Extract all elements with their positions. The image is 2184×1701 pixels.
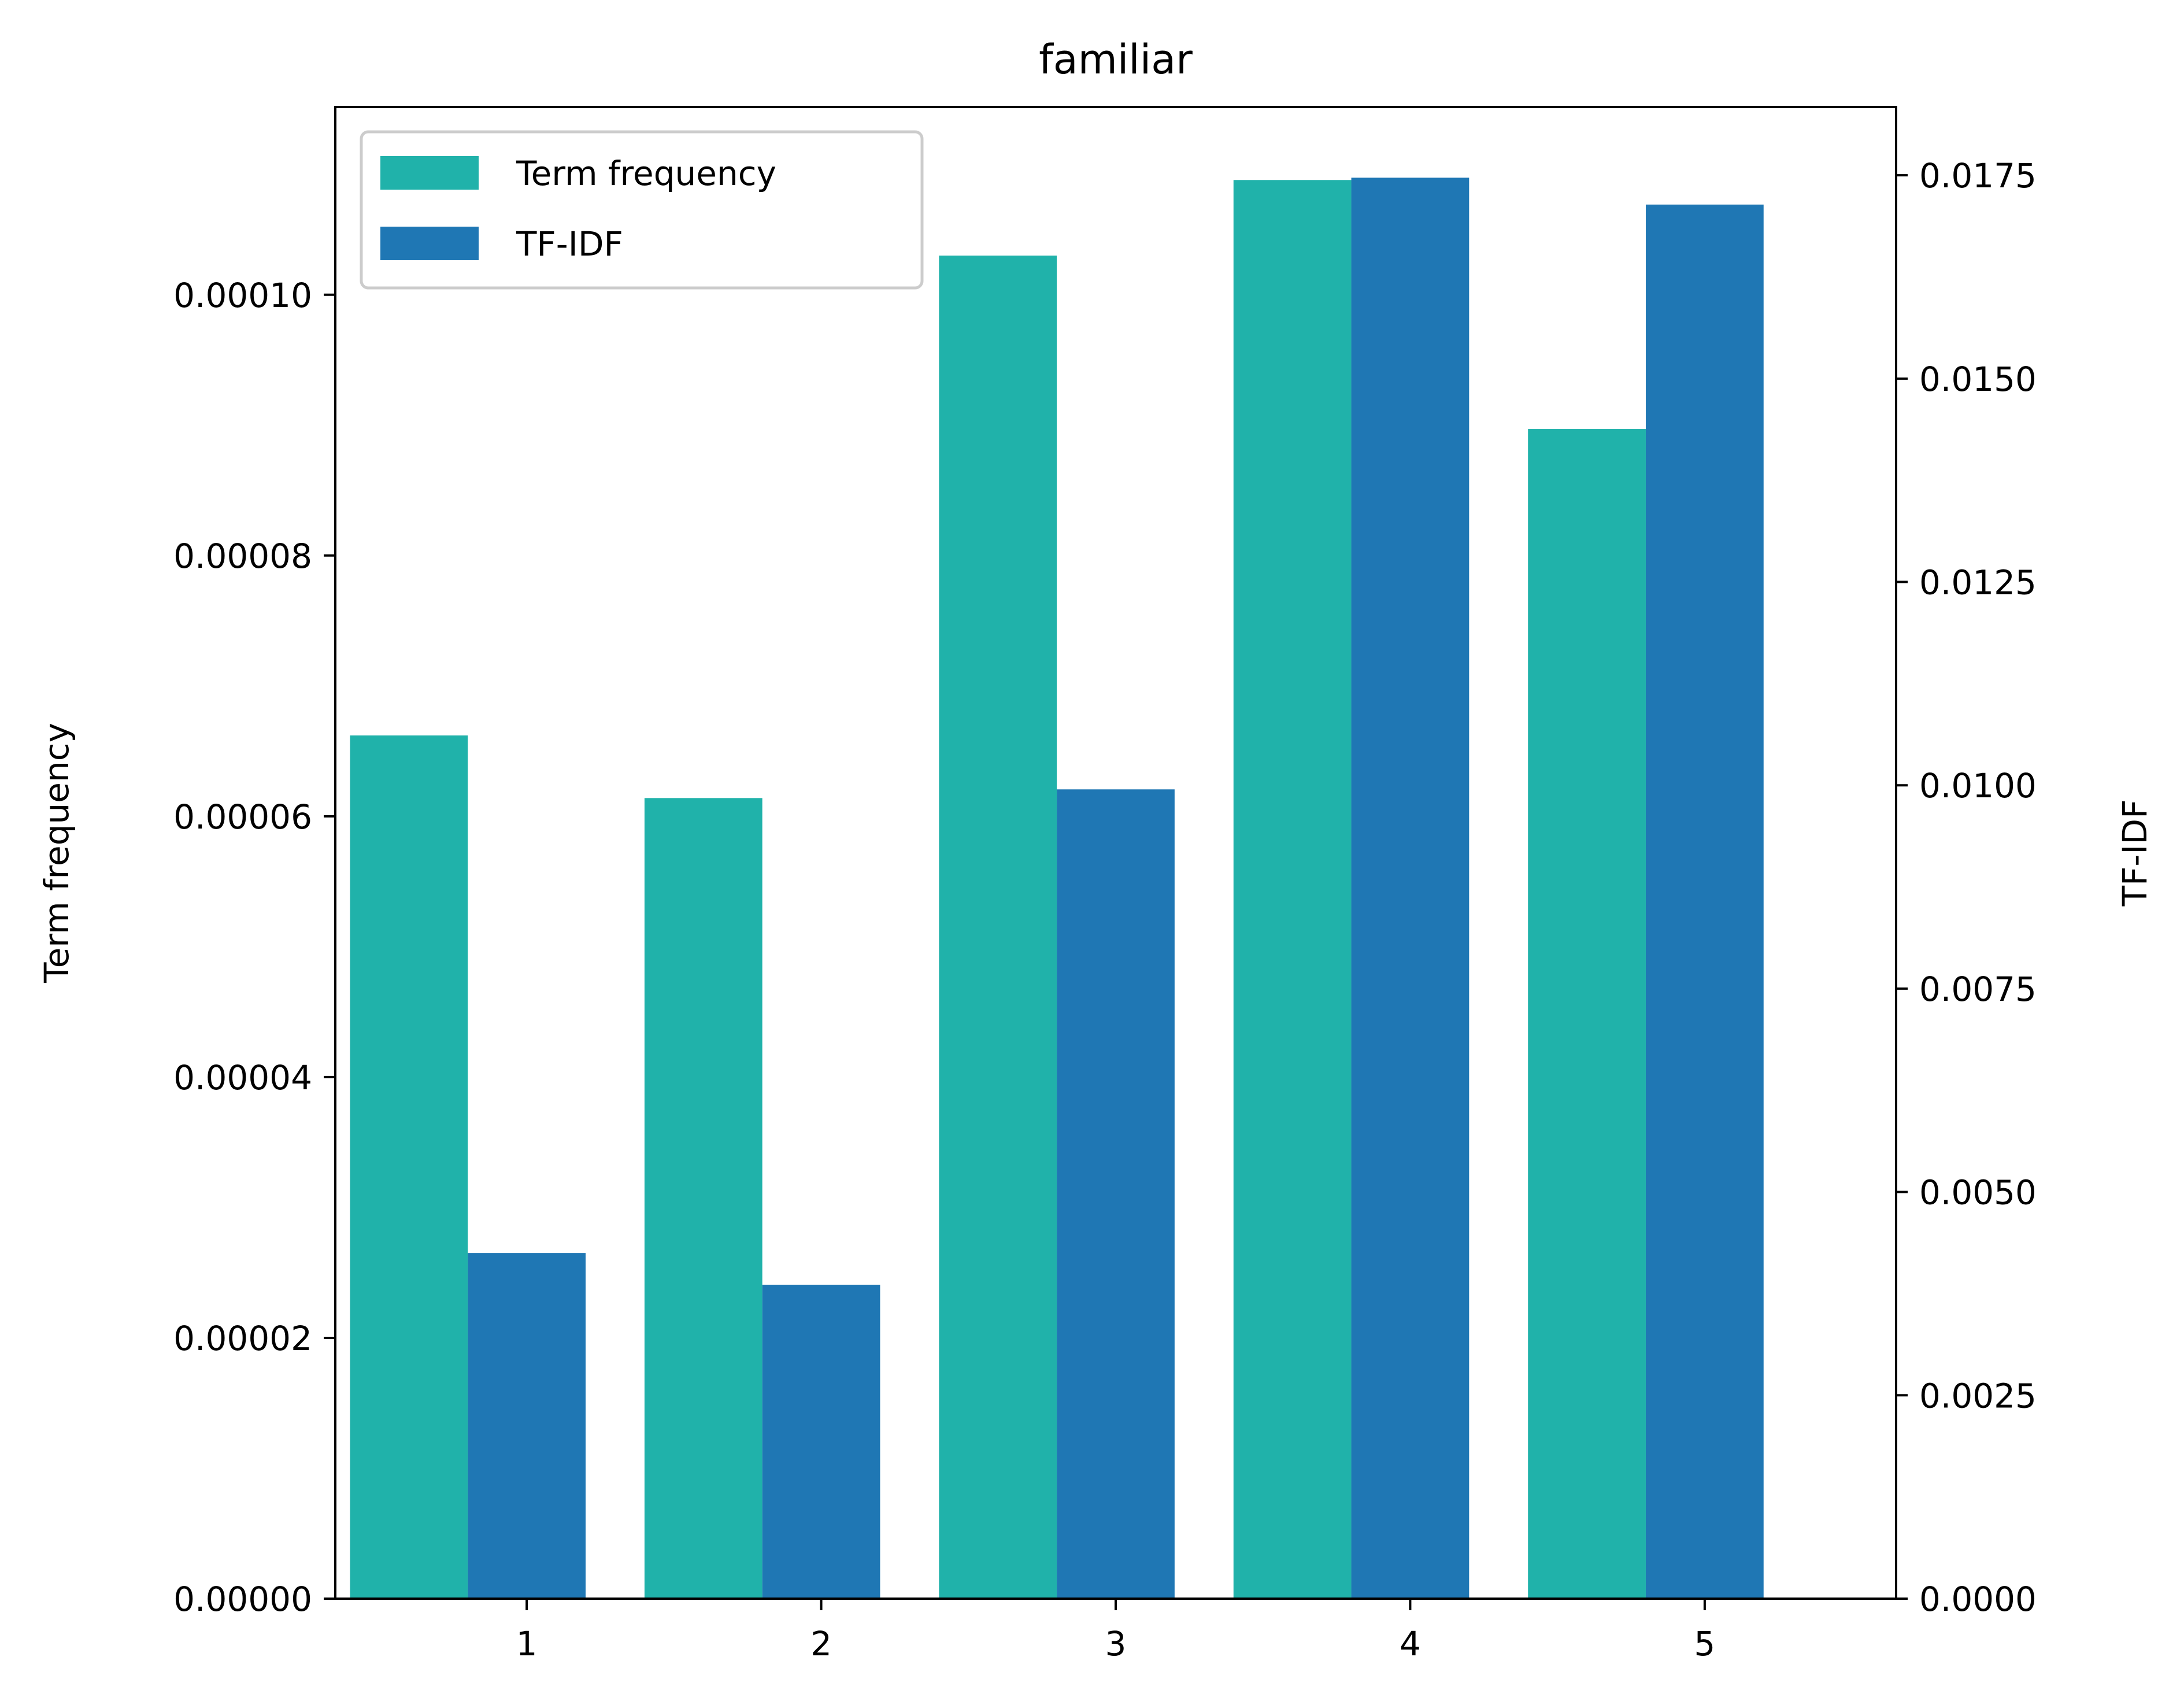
legend-label-tf-idf: TF-IDF xyxy=(516,224,623,264)
y-axis-right-title: TF-IDF xyxy=(2115,800,2155,907)
y-axis-left-title: Term frequency xyxy=(37,723,76,983)
x-tick-label-4: 4 xyxy=(1400,1624,1421,1663)
x-tick-label-1: 1 xyxy=(516,1624,538,1663)
legend-frame xyxy=(360,130,924,290)
y-right-tick-label-7: 0.0175 xyxy=(1919,156,2037,195)
ticks-layer: 1 2 3 4 5 0.00000 0.00002 0.00004 0.00006 0.00008… xyxy=(173,156,2037,1663)
bar-tf-idf-1 xyxy=(468,1253,586,1599)
x-tick-label-2: 2 xyxy=(810,1624,832,1663)
legend-swatch-tf-idf xyxy=(380,227,479,260)
plot-frame xyxy=(334,106,1897,1600)
bar-term-frequency-3 xyxy=(939,256,1057,1599)
bar-term-frequency-2 xyxy=(644,798,762,1599)
y-right-tick-label-1: 0.0025 xyxy=(1919,1376,2037,1415)
bar-term-frequency-1 xyxy=(350,735,468,1599)
y-right-tick-label-5: 0.0125 xyxy=(1919,563,2037,602)
legend-swatch-term-frequency xyxy=(380,156,479,190)
x-tick-label-5: 5 xyxy=(1694,1624,1715,1663)
y-left-tick-label-5: 0.00010 xyxy=(173,276,312,315)
y-right-tick-label-2: 0.0050 xyxy=(1919,1173,2037,1212)
bar-term-frequency-4 xyxy=(1233,180,1352,1599)
y-left-tick-label-4: 0.00008 xyxy=(173,537,312,576)
y-left-tick-label-1: 0.00002 xyxy=(173,1319,312,1358)
y-left-tick-label-2: 0.00004 xyxy=(173,1058,312,1097)
legend-label-term-frequency: Term frequency xyxy=(516,154,776,193)
bar-term-frequency-5 xyxy=(1528,429,1646,1599)
legend: Term frequency TF-IDF xyxy=(360,130,924,290)
x-tick-label-3: 3 xyxy=(1105,1624,1127,1663)
bar-tf-idf-5 xyxy=(1645,204,1764,1599)
y-right-tick-label-3: 0.0075 xyxy=(1919,970,2037,1009)
chart-title: familiar xyxy=(1039,36,1193,83)
bars-layer xyxy=(350,178,1764,1599)
y-left-tick-label-0: 0.00000 xyxy=(173,1580,312,1619)
y-right-tick-label-4: 0.0100 xyxy=(1919,766,2037,805)
y-right-tick-label-6: 0.0150 xyxy=(1919,360,2037,399)
bar-tf-idf-4 xyxy=(1351,178,1469,1599)
y-right-tick-label-0: 0.0000 xyxy=(1919,1580,2037,1619)
bar-tf-idf-3 xyxy=(1057,789,1175,1599)
y-left-tick-label-3: 0.00006 xyxy=(173,797,312,837)
bar-tf-idf-2 xyxy=(762,1284,880,1599)
